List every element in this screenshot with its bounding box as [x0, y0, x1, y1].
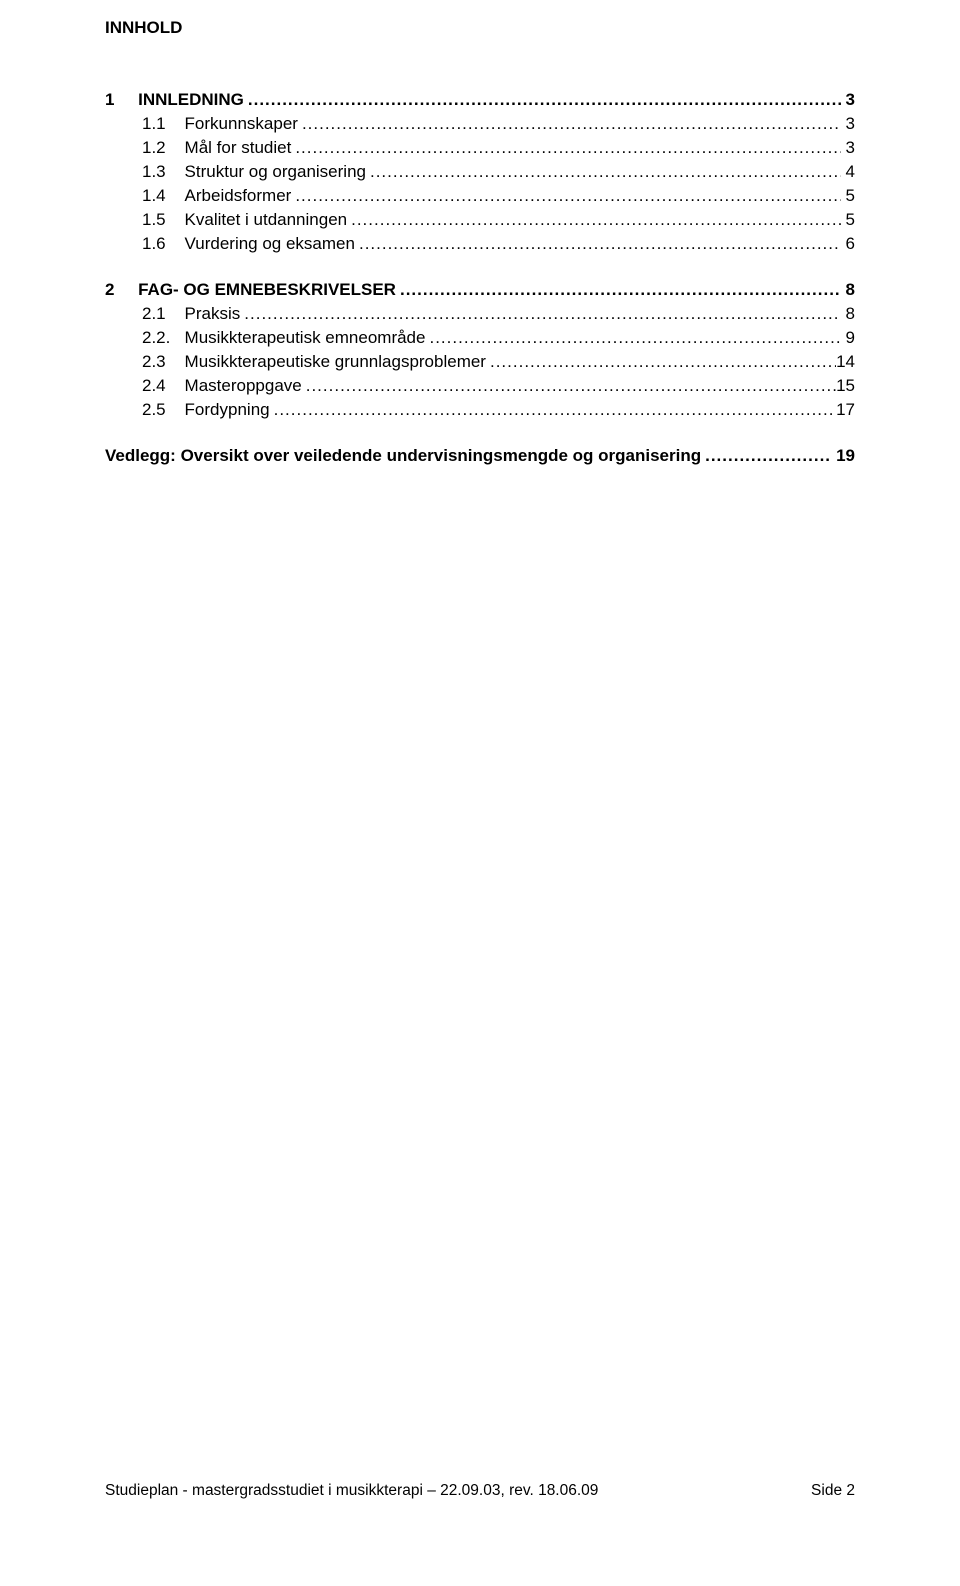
- toc-dots: ........................................…: [291, 138, 840, 158]
- toc-appendix: Vedlegg: Oversikt over veiledende underv…: [105, 446, 855, 466]
- toc-page: 5: [841, 210, 855, 230]
- toc-dots: ........................................…: [425, 328, 840, 348]
- toc-dots: ........................................…: [701, 446, 831, 466]
- toc-num: 1.1: [142, 114, 185, 134]
- toc-dots: ........................................…: [291, 186, 840, 206]
- toc-label: Forkunnskaper: [185, 114, 298, 134]
- toc-item: 2.5 Fordypning .........................…: [105, 400, 855, 420]
- toc-num: 2.1: [142, 304, 185, 324]
- toc-dots: ........................................…: [347, 210, 841, 230]
- toc-item: 1.3 Struktur og organisering ...........…: [105, 162, 855, 182]
- footer-right: Side 2: [811, 1482, 855, 1500]
- toc-num: 2: [105, 280, 138, 300]
- toc-page: 5: [841, 186, 855, 206]
- toc-label: Musikkterapeutisk emneområde: [185, 328, 426, 348]
- toc-label: Struktur og organisering: [185, 162, 366, 182]
- toc-page: 3: [841, 138, 855, 158]
- toc-label: Fordypning: [185, 400, 270, 420]
- toc-label: Praksis: [185, 304, 241, 324]
- toc-item: 2.3 Musikkterapeutiske grunnlagsprobleme…: [105, 352, 855, 372]
- toc-label: Vedlegg: Oversikt over veiledende underv…: [105, 446, 701, 466]
- toc-page: 17: [836, 400, 855, 420]
- toc-label: Mål for studiet: [185, 138, 292, 158]
- toc-page: 9: [841, 328, 855, 348]
- toc-dots: ........................................…: [244, 90, 841, 110]
- toc-dots: ........................................…: [298, 114, 841, 134]
- toc-label: Kvalitet i utdanningen: [185, 210, 348, 230]
- toc-page: 6: [841, 234, 855, 254]
- page-footer: Studieplan - mastergradsstudiet i musikk…: [105, 1482, 855, 1500]
- toc-dots: ........................................…: [302, 376, 836, 396]
- toc-label: INNLEDNING: [138, 90, 244, 110]
- toc-num: 2.3: [142, 352, 185, 372]
- toc-item: 2.1 Praksis ............................…: [105, 304, 855, 324]
- toc-num: 1.2: [142, 138, 185, 158]
- toc-item: 2.2. Musikkterapeutisk emneområde ......…: [105, 328, 855, 348]
- page-title: INNHOLD: [105, 18, 855, 38]
- toc-num: 1.3: [142, 162, 185, 182]
- toc-label: Masteroppgave: [185, 376, 302, 396]
- toc-item: 2.4 Masteroppgave ......................…: [105, 376, 855, 396]
- toc-num: 2.2.: [142, 328, 185, 348]
- toc-page: 8: [841, 304, 855, 324]
- toc-page: 3: [841, 90, 855, 110]
- toc-num: 1.4: [142, 186, 185, 206]
- toc-dots: ........................................…: [396, 280, 841, 300]
- toc-num: 2.5: [142, 400, 185, 420]
- toc-dots: ........................................…: [240, 304, 841, 324]
- toc-item: 1.5 Kvalitet i utdanningen .............…: [105, 210, 855, 230]
- toc-label: Arbeidsformer: [185, 186, 292, 206]
- toc-num: 1.5: [142, 210, 185, 230]
- toc-page: 19: [831, 446, 855, 466]
- toc-num: 1: [105, 90, 138, 110]
- toc-section-1: 1 INNLEDNING ...........................…: [105, 90, 855, 110]
- toc-page: 3: [841, 114, 855, 134]
- toc-item: 1.2 Mål for studiet ....................…: [105, 138, 855, 158]
- toc-item: 1.6 Vurdering og eksamen ...............…: [105, 234, 855, 254]
- toc-label: Vurdering og eksamen: [185, 234, 355, 254]
- toc-page: 4: [841, 162, 855, 182]
- toc-dots: ........................................…: [366, 162, 841, 182]
- toc-page: 14: [836, 352, 855, 372]
- toc-label: FAG- OG EMNEBESKRIVELSER: [138, 280, 396, 300]
- toc-item: 1.4 Arbeidsformer ......................…: [105, 186, 855, 206]
- toc-dots: ........................................…: [355, 234, 841, 254]
- toc-dots: ........................................…: [486, 352, 836, 372]
- toc-section-2: 2 FAG- OG EMNEBESKRIVELSER .............…: [105, 280, 855, 300]
- footer-left: Studieplan - mastergradsstudiet i musikk…: [105, 1482, 598, 1500]
- toc-page: 8: [841, 280, 855, 300]
- toc-item: 1.1 Forkunnskaper ......................…: [105, 114, 855, 134]
- toc-page: 15: [836, 376, 855, 396]
- toc-num: 1.6: [142, 234, 185, 254]
- toc-num: 2.4: [142, 376, 185, 396]
- page-content: INNHOLD 1 INNLEDNING ...................…: [0, 0, 960, 466]
- toc-dots: ........................................…: [270, 400, 836, 420]
- toc-label: Musikkterapeutiske grunnlagsproblemer: [185, 352, 486, 372]
